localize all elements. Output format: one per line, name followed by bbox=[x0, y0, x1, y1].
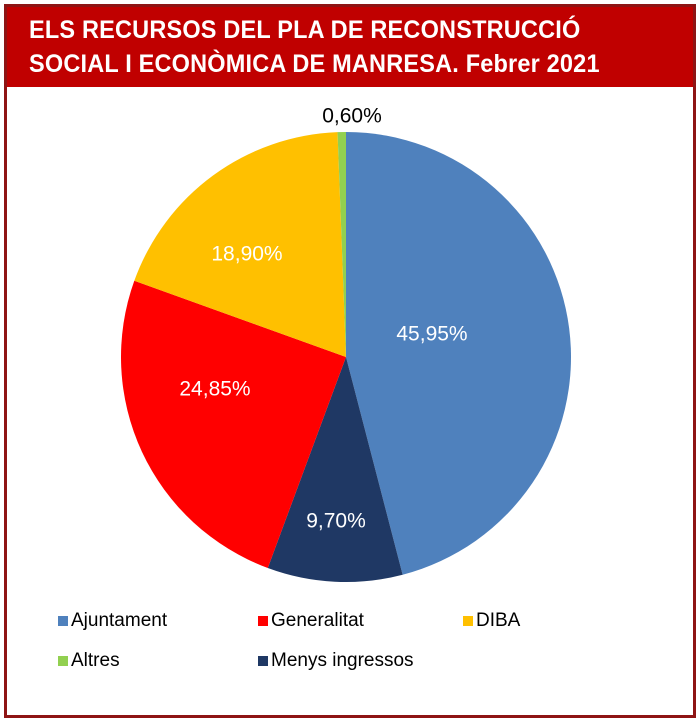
chart-frame: ELS RECURSOS DEL PLA DE RECONSTRUCCIÓ SO… bbox=[4, 4, 696, 718]
chart-title: ELS RECURSOS DEL PLA DE RECONSTRUCCIÓ SO… bbox=[7, 7, 693, 87]
legend-label: Ajuntament bbox=[71, 610, 168, 631]
legend-item-menys-ingressos: Menys ingressos bbox=[258, 650, 414, 672]
legend-item-generalitat: Generalitat bbox=[258, 610, 364, 632]
pie-slice-ajuntament bbox=[346, 132, 572, 575]
data-label-generalitat: 24,85% bbox=[179, 378, 250, 401]
data-label-diba: 18,90% bbox=[211, 243, 282, 266]
legend-swatch bbox=[463, 616, 473, 626]
pie-slice-menys-ingressos bbox=[267, 357, 403, 582]
pie-slice-generalitat bbox=[120, 280, 346, 568]
legend-swatch bbox=[258, 616, 268, 626]
legend-label: Menys ingressos bbox=[271, 650, 414, 671]
legend-item-ajuntament: Ajuntament bbox=[58, 610, 167, 632]
data-label-menys-ingressos: 9,70% bbox=[306, 510, 366, 533]
legend-swatch bbox=[58, 616, 68, 626]
legend-swatch bbox=[58, 656, 68, 666]
legend-label: Generalitat bbox=[271, 610, 364, 631]
title-line-1: ELS RECURSOS DEL PLA DE RECONSTRUCCIÓ bbox=[29, 16, 581, 44]
title-line-2: SOCIAL I ECONÒMICA DE MANRESA. Febrer 20… bbox=[29, 50, 600, 78]
data-label-altres: 0,60% bbox=[322, 105, 382, 128]
legend-item-altres: Altres bbox=[58, 650, 120, 672]
legend-swatch bbox=[258, 656, 268, 666]
data-label-ajuntament: 45,95% bbox=[396, 323, 467, 346]
legend-item-diba: DIBA bbox=[463, 610, 520, 632]
pie-slice-altres bbox=[337, 132, 346, 357]
pie-slice-diba bbox=[134, 132, 346, 357]
legend-label: DIBA bbox=[476, 610, 521, 631]
legend-label: Altres bbox=[71, 650, 120, 671]
